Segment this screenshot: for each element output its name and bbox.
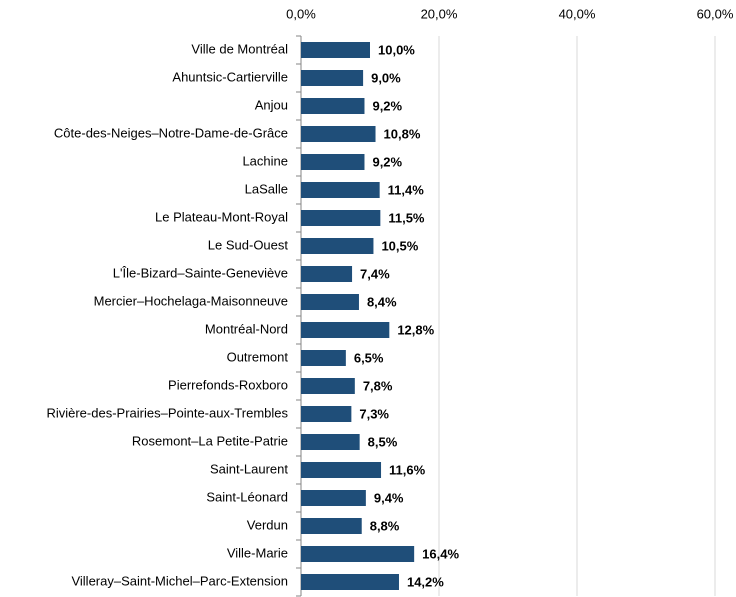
y-tick-label: LaSalle <box>245 181 288 196</box>
bar <box>301 238 374 254</box>
value-label: 10,5% <box>381 238 418 253</box>
y-tick-label: Rivière-des-Prairies–Pointe-aux-Trembles <box>46 405 288 420</box>
y-tick-label: Côte-des-Neiges–Notre-Dame-de-Grâce <box>54 125 288 140</box>
y-tick-label: Lachine <box>242 153 288 168</box>
bar <box>301 294 359 310</box>
y-tick-label: Outremont <box>227 349 289 364</box>
y-tick-label: L'Île-Bizard–Sainte-Geneviève <box>113 265 288 280</box>
bar <box>301 518 362 534</box>
value-label: 8,4% <box>367 294 397 309</box>
bar <box>301 406 352 422</box>
y-tick-label: Verdun <box>247 517 288 532</box>
y-tick-label: Anjou <box>255 97 288 112</box>
bar <box>301 266 353 282</box>
bar <box>301 182 380 198</box>
value-label: 7,8% <box>363 378 393 393</box>
bar <box>301 350 346 366</box>
value-label: 9,2% <box>372 154 402 169</box>
value-label: 9,4% <box>374 490 404 505</box>
bar <box>301 98 365 114</box>
value-label: 16,4% <box>422 546 459 561</box>
bar <box>301 462 382 478</box>
y-tick-label: Pierrefonds-Roxboro <box>168 377 288 392</box>
y-tick-label: Saint-Laurent <box>210 461 288 476</box>
bar <box>301 378 355 394</box>
value-label: 7,4% <box>360 266 390 281</box>
x-tick-label: 0,0% <box>286 6 316 21</box>
y-tick-label: Rosemont–La Petite-Patrie <box>132 433 288 448</box>
bar <box>301 154 365 170</box>
x-tick-label: 60,0% <box>697 6 734 21</box>
value-label: 9,2% <box>372 98 402 113</box>
value-label: 11,6% <box>389 462 426 477</box>
value-label: 11,4% <box>388 182 425 197</box>
bar <box>301 210 381 226</box>
value-label: 8,5% <box>368 434 398 449</box>
value-label: 11,5% <box>388 210 425 225</box>
bar <box>301 70 364 86</box>
y-tick-label: Le Plateau-Mont-Royal <box>155 209 288 224</box>
bar <box>301 126 376 142</box>
y-tick-label: Saint-Léonard <box>206 489 288 504</box>
value-label: 8,8% <box>370 518 400 533</box>
value-label: 7,3% <box>359 406 389 421</box>
bar <box>301 322 390 338</box>
value-label: 14,2% <box>407 574 444 589</box>
y-tick-label: Montréal-Nord <box>205 321 288 336</box>
y-tick-label: Ahuntsic-Cartierville <box>172 69 288 84</box>
y-tick-label: Villeray–Saint-Michel–Parc-Extension <box>71 573 288 588</box>
y-tick-label: Mercier–Hochelaga-Maisonneuve <box>94 293 288 308</box>
y-tick-label: Ville-Marie <box>227 545 288 560</box>
value-label: 10,8% <box>384 126 421 141</box>
x-tick-label: 40,0% <box>559 6 596 21</box>
bar <box>301 42 370 58</box>
value-label: 12,8% <box>397 322 434 337</box>
x-tick-label: 20,0% <box>421 6 458 21</box>
bar <box>301 574 399 590</box>
bar <box>301 434 360 450</box>
value-label: 10,0% <box>378 42 415 57</box>
value-label: 9,0% <box>371 70 401 85</box>
y-tick-label: Ville de Montréal <box>191 41 288 56</box>
bar <box>301 546 415 562</box>
bar <box>301 490 366 506</box>
value-label: 6,5% <box>354 350 384 365</box>
y-tick-label: Le Sud-Ouest <box>208 237 289 252</box>
